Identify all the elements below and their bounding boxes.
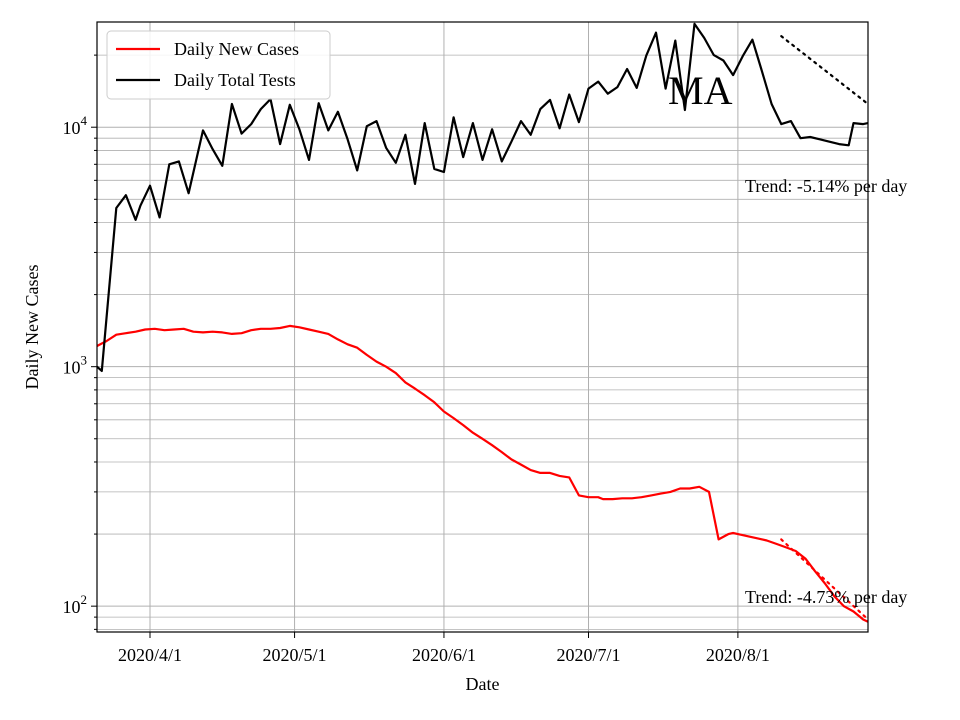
series-layer xyxy=(96,22,869,623)
legend-box xyxy=(106,30,331,100)
trend-line-1 xyxy=(780,538,870,621)
legend-label-daily-new-cases: Daily New Cases xyxy=(174,39,299,59)
y-axis-label: Daily New Cases xyxy=(22,265,42,390)
trend-layer xyxy=(780,35,870,621)
x-tick-label: 2020/6/1 xyxy=(412,645,476,665)
x-axis-label: Date xyxy=(466,674,500,694)
legend-label-daily-total-tests: Daily Total Tests xyxy=(174,70,296,90)
y-tick-label: 102 xyxy=(63,592,88,617)
x-tick-label: 2020/8/1 xyxy=(706,645,770,665)
series-line-1 xyxy=(96,22,869,372)
state-label: MA xyxy=(668,68,733,113)
ticks xyxy=(91,54,739,638)
x-tick-label: 2020/7/1 xyxy=(557,645,621,665)
trend-line-0 xyxy=(780,35,870,106)
x-tick-label: 2020/4/1 xyxy=(118,645,182,665)
tests-trend-annotation: Trend: -5.14% per day xyxy=(745,176,907,196)
tick-labels: 2020/4/1 2020/5/1 2020/6/1 2020/7/1 2020/8/1… xyxy=(63,113,770,665)
grid xyxy=(97,22,868,632)
y-tick-label: 103 xyxy=(63,353,88,378)
y-tick-label: 104 xyxy=(63,113,88,138)
series-line-0 xyxy=(96,324,869,623)
legend: Daily New Cases Daily Total Tests xyxy=(106,30,331,100)
x-tick-label: 2020/5/1 xyxy=(263,645,327,665)
cases-trend-annotation: Trend: -4.73% per day xyxy=(745,587,907,607)
plot-frame xyxy=(96,21,869,633)
